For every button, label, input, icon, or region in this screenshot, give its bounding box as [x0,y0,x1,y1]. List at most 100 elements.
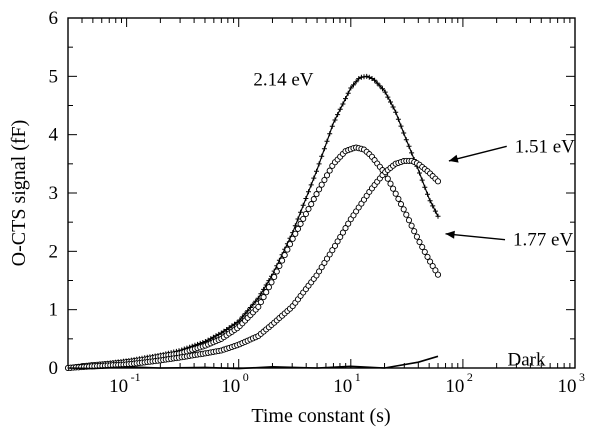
data-point [292,223,298,229]
x-tick-label: 10 [445,376,464,397]
data-point [226,325,232,331]
annotation-arrow-head [448,154,459,163]
data-point [334,238,341,245]
data-point [434,178,442,185]
x-tick-exponent: 2 [467,370,473,384]
data-point [384,175,391,182]
data-point [297,220,304,227]
x-tick-label: 10 [333,376,352,397]
data-point [321,259,328,266]
annotation-2-14-ev: 2.14 eV [253,69,313,90]
data-point [424,253,431,260]
data-point [432,208,438,214]
data-point [313,191,320,198]
data-point [273,268,280,275]
data-point [265,284,272,291]
data-point [406,143,412,149]
data-point [268,279,275,286]
data-point [311,175,317,181]
data-point [319,153,325,159]
data-point [387,180,394,187]
data-point [356,76,362,82]
data-point [364,73,370,79]
data-point [393,109,399,115]
data-point [286,241,294,248]
y-tick-label: 3 [49,183,59,204]
data-point [218,330,224,336]
series-1-51-ev [64,157,442,372]
data-point [372,77,378,83]
data-point [276,262,283,270]
data-point [416,238,423,246]
data-point [300,215,307,222]
data-point [435,213,441,219]
y-axis-title: O-CTS signal (fF) [8,120,30,267]
data-point [321,146,327,152]
data-point [421,248,428,255]
data-point [326,167,333,174]
annotation-1-51-ev: 1.51 eV [515,136,575,157]
plot-frame [67,17,576,369]
y-tick-label: 5 [49,66,59,87]
data-point [427,258,434,265]
data-point [419,177,425,183]
data-point [343,96,348,102]
series-line [67,146,439,369]
data-point [385,94,391,100]
annotations-layer: 2.14 eV 1.51 eV 1.77 eV Dark [253,69,575,370]
data-point [401,130,407,136]
data-point [306,189,311,195]
annotation-dark: Dark [508,349,546,370]
data-point [234,319,240,325]
data-point [314,168,319,174]
data-point [305,205,312,213]
x-axis-title: Time constant (s) [251,405,390,427]
data-point [323,172,331,179]
data-point [229,323,235,329]
data-point [422,184,428,190]
series-2-14-ev [65,73,441,371]
data-point [318,264,325,271]
data-point [434,271,442,278]
data-point [405,217,413,224]
data-point [300,202,306,208]
data-point [210,334,216,340]
series-line [67,75,439,369]
data-point [316,161,322,167]
data-point [253,298,259,304]
data-point [382,89,388,95]
data-point [419,243,426,251]
x-axis-ticks: 10 -1 10 0 10 1 10 2 10 3 [67,18,585,397]
data-point [425,191,430,197]
data-point [329,123,335,129]
data-point [279,257,286,264]
data-point [429,262,436,270]
data-point [308,182,314,188]
data-point [263,289,270,296]
annotation-arrow-line [445,233,506,241]
data-point [289,235,296,242]
data-point [348,85,354,91]
data-point [345,220,352,227]
data-point [232,321,237,327]
data-point [403,137,409,143]
data-point [408,222,415,229]
annotation-arrow-head [445,230,455,239]
x-tick-exponent: 3 [579,370,585,384]
data-point [327,131,333,137]
data-point [353,79,359,85]
x-tick-exponent: -1 [131,370,141,384]
data-point [398,123,404,129]
data-point [303,196,309,201]
data-point [318,181,325,188]
data-point [284,246,291,253]
data-point [345,90,351,96]
data-point [342,225,349,232]
annotation-arrow-line [448,145,507,162]
data-point [294,225,302,232]
data-point [390,104,396,110]
data-point [310,196,317,203]
x-tick-label: 10 [221,376,240,397]
series-line [67,355,439,370]
data-point [432,267,439,274]
